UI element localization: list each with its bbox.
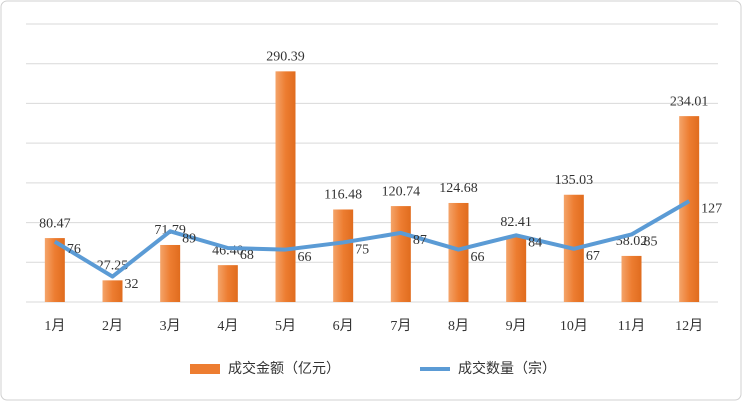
bar [44, 238, 65, 302]
bar [390, 206, 411, 302]
line-value-label: 66 [471, 250, 485, 265]
bar [506, 236, 527, 302]
x-tick-label: 1月 [44, 318, 65, 334]
line-value-label: 87 [413, 233, 427, 248]
x-tick-label: 2月 [102, 318, 123, 334]
line-value-label: 76 [67, 242, 81, 257]
bar-value-label: 82.41 [500, 215, 532, 230]
bar [160, 244, 181, 302]
line-value-label: 127 [701, 201, 722, 216]
x-tick-label: 7月 [390, 318, 411, 334]
x-tick-label: 10月 [560, 318, 588, 334]
line-value-label: 32 [125, 277, 139, 292]
bar-value-label: 80.47 [39, 216, 71, 231]
x-tick-label: 5月 [275, 318, 296, 334]
bar-value-label: 116.48 [324, 188, 362, 203]
bar [621, 255, 642, 302]
x-tick-label: 9月 [506, 318, 527, 334]
line-value-label: 67 [586, 249, 600, 264]
bar [448, 202, 469, 302]
bar-value-label: 290.39 [266, 50, 305, 65]
legend-swatch [190, 364, 220, 374]
bar-value-label: 120.74 [382, 184, 421, 199]
line-value-label: 84 [528, 235, 542, 250]
bar [333, 209, 354, 302]
bar [679, 116, 700, 302]
x-tick-label: 8月 [448, 318, 469, 334]
x-tick-label: 6月 [333, 318, 354, 334]
bar-value-label: 124.68 [439, 181, 478, 196]
line-value-label: 85 [644, 235, 658, 250]
line-value-label: 66 [298, 250, 312, 265]
bar [102, 280, 123, 302]
x-tick-label: 12月 [675, 318, 703, 334]
bar [275, 71, 296, 302]
x-tick-label: 11月 [618, 318, 645, 334]
legend-label: 成交金额（亿元） [228, 360, 340, 377]
bar-value-label: 234.01 [670, 94, 709, 109]
x-tick-label: 4月 [217, 318, 238, 334]
bar-value-label: 135.03 [555, 173, 594, 188]
x-tick-label: 3月 [160, 318, 181, 334]
line-value-label: 89 [182, 232, 196, 247]
legend-label: 成交数量（宗） [458, 360, 556, 377]
line-value-label: 68 [240, 248, 254, 263]
line [53, 199, 691, 279]
bar [217, 265, 238, 302]
line-value-label: 75 [355, 243, 369, 258]
